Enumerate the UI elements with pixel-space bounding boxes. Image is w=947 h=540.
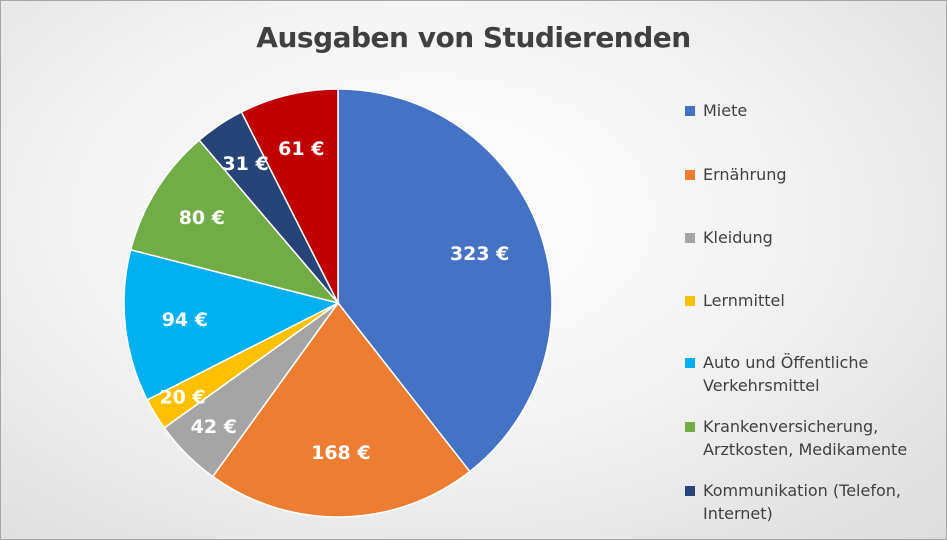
chart-title: Ausgaben von Studierenden xyxy=(256,21,691,54)
data-label-7: 31 € xyxy=(222,153,268,175)
data-label-5: 94 € xyxy=(162,309,208,331)
data-label-8: 61 € xyxy=(278,138,324,160)
data-label-1: 323 € xyxy=(450,243,510,265)
pie-slice-8 xyxy=(240,88,339,304)
legend-swatch xyxy=(685,296,695,306)
legend-swatch xyxy=(685,170,695,180)
legend-item-1: Miete xyxy=(685,99,935,122)
legend-item-3: Kleidung xyxy=(685,226,935,249)
legend-label: Miete xyxy=(703,101,748,120)
legend-swatch xyxy=(685,358,695,368)
legend-label: Ernährung xyxy=(703,165,787,184)
data-label-3: 42 € xyxy=(191,416,237,438)
legend-swatch xyxy=(685,486,695,496)
legend-label: Krankenversicherung, Arztkosten, Medikam… xyxy=(703,417,908,459)
legend-item-5: Auto und Öffentliche Verkehrsmittel xyxy=(685,351,935,397)
pie-slice-5 xyxy=(123,248,341,401)
pie-slice-1 xyxy=(337,88,553,473)
legend-item-7: Kommunikation (Telefon, Internet) xyxy=(685,479,935,525)
legend-swatch xyxy=(685,233,695,243)
data-label-4: 20 € xyxy=(159,387,205,409)
data-label-2: 168 € xyxy=(311,442,371,464)
data-label-6: 80 € xyxy=(179,207,225,229)
legend-item-6: Krankenversicherung, Arztkosten, Medikam… xyxy=(685,415,935,461)
pie-slice-6 xyxy=(129,139,341,305)
legend-label: Auto und Öffentliche Verkehrsmittel xyxy=(703,353,869,395)
legend-swatch xyxy=(685,422,695,432)
legend-label: Kommunikation (Telefon, Internet) xyxy=(703,481,901,523)
legend-label: Kleidung xyxy=(703,228,773,247)
pie-slice-2 xyxy=(211,301,471,518)
legend-item-4: Lernmittel xyxy=(685,289,935,312)
legend-item-2: Ernährung xyxy=(685,163,935,186)
legend-swatch xyxy=(685,106,695,116)
legend-label: Lernmittel xyxy=(703,291,785,310)
